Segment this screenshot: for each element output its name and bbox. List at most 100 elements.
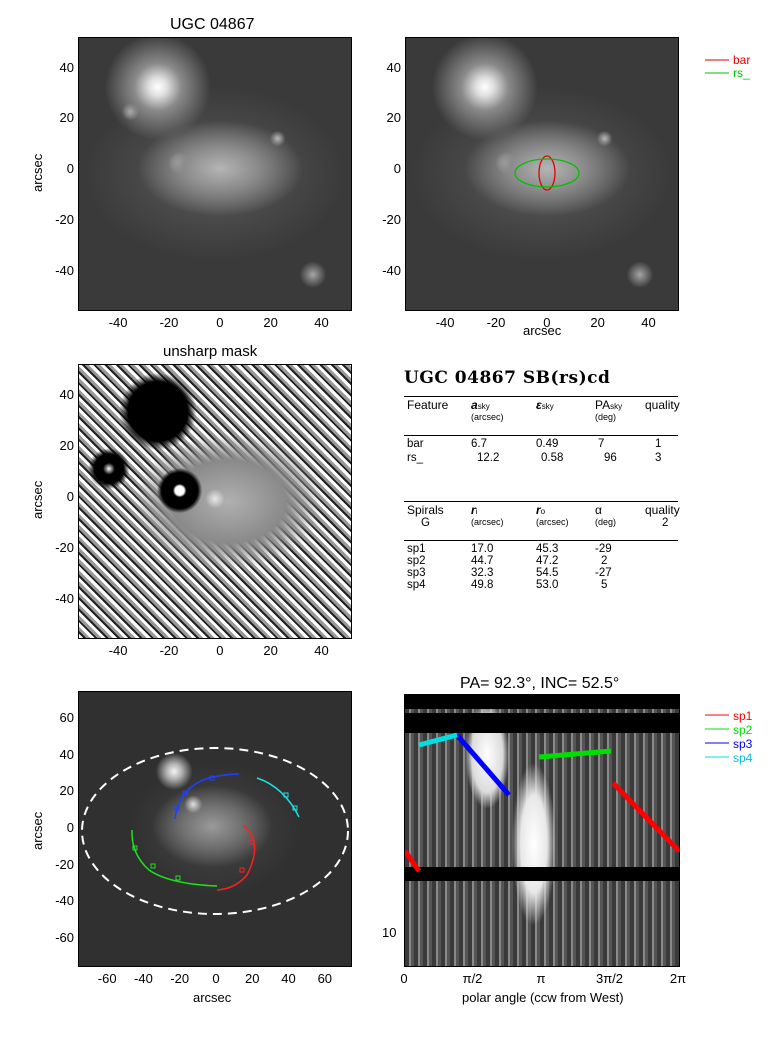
polar-sp4: [418, 732, 458, 748]
x-tick-label: 60: [317, 971, 333, 986]
table-rule-1: [404, 396, 678, 397]
spirals-col-ro: ro (arcsec): [536, 503, 569, 527]
table-rule-3: [404, 501, 678, 502]
panel3-title: unsharp mask: [163, 343, 258, 360]
y-axis-label: arcsec: [30, 480, 45, 519]
unsharp-mask-panel: [78, 364, 352, 639]
x-tick-label: 20: [263, 643, 278, 658]
polar-x-tick-label: π/2: [462, 971, 483, 986]
y-axis-label: arcsec: [30, 811, 45, 850]
spirals-col-ri: ri (arcsec): [471, 503, 504, 527]
features-col-a: asky (arcsec): [471, 398, 504, 422]
y-tick-label: 40: [59, 59, 74, 75]
legend-sp1-label: sp1: [733, 709, 753, 723]
y-tick-label: 40: [386, 59, 401, 75]
polar-y-tick-label: 10: [382, 925, 397, 940]
x-tick-label: 40: [314, 315, 329, 330]
spirals-col-quality: quality: [645, 503, 680, 517]
legend-rs-label: rs_: [733, 66, 750, 80]
spiral-sp3: [174, 773, 240, 820]
x-axis-label: arcsec: [523, 323, 562, 338]
panel1-title: UGC 04867: [170, 16, 255, 33]
x-tick-label: 0: [212, 971, 220, 986]
x-tick-label: 40: [314, 643, 329, 658]
legend-sp3-label: sp3: [733, 737, 753, 751]
y-tick-label: 0: [66, 161, 74, 177]
polar-sp3: [455, 733, 511, 797]
y-tick-label: 40: [59, 746, 74, 762]
spiral-sp4: [256, 777, 300, 818]
panel6-title: PA= 92.3°, INC= 52.5°: [460, 675, 620, 692]
table-rule-4: [404, 540, 678, 541]
table-row: sp3 32.3 54.5 -27: [407, 567, 612, 579]
y-tick-label: 0: [66, 820, 74, 835]
spiral-fit-panel: [78, 691, 352, 967]
spirals-quality-value: 2: [662, 517, 669, 529]
features-col-feature: Feature: [407, 398, 449, 412]
table-row: rs_ 12.2 0.58 96 3: [407, 452, 662, 464]
spiral-rows: sp1 17.0 45.3 -29 sp2 44.7 47.2 2 sp3 32…: [407, 543, 682, 599]
x-tick-label: 20: [590, 315, 605, 330]
table-row: bar 6.7 0.49 7 1: [407, 438, 662, 450]
features-col-quality: quality: [645, 398, 680, 412]
polar-sp2: [538, 748, 612, 760]
y-tick-label: -40: [382, 262, 401, 278]
table-row: sp4 49.8 53.0 5: [407, 579, 608, 591]
x-tick-label: 0: [216, 643, 224, 658]
polar-projection-panel: [404, 694, 680, 967]
y-tick-label: -20: [55, 856, 74, 872]
y-tick-label: 20: [59, 437, 74, 453]
y-tick-label: 20: [59, 783, 74, 799]
features-col-pa-unit: (deg): [595, 412, 617, 422]
x-tick-label: 20: [245, 971, 260, 986]
y-tick-label: -20: [382, 212, 401, 228]
x-tick-label: -40: [108, 315, 128, 330]
features-rows: bar 6.7 0.49 7 1 rs_ 12.2 0.58 96 3: [407, 438, 682, 468]
x-tick-label: -40: [134, 971, 153, 986]
table-rule-2: [404, 435, 678, 436]
table-row: sp1 17.0 45.3 -29: [407, 543, 612, 555]
ellipse-fit-panel: [405, 37, 679, 311]
x-tick-label: 40: [281, 971, 296, 986]
disk-ellipse: [81, 747, 349, 915]
legend-sp4-label: sp4: [733, 751, 753, 765]
x-tick-label: 40: [641, 315, 656, 330]
features-col-a-unit: (arcsec): [471, 412, 504, 422]
polar-x-axis-label: polar angle (ccw from West): [462, 990, 624, 1005]
y-tick-label: -20: [55, 212, 74, 228]
y-tick-label: 0: [66, 488, 74, 504]
polar-x-tick-label: 2π: [669, 971, 687, 986]
y-tick-label: -20: [55, 539, 74, 555]
galaxy-image-panel: [78, 37, 352, 311]
features-col-eps: εsky: [536, 398, 554, 412]
x-tick-label: -60: [97, 971, 117, 986]
spirals-g: G: [421, 517, 430, 529]
y-tick-label: 60: [59, 710, 74, 726]
y-axis-label: arcsec: [30, 153, 45, 192]
x-tick-label: -20: [486, 315, 506, 330]
polar-sp1-a: [405, 849, 422, 873]
y-tick-label: 20: [59, 110, 74, 126]
x-tick-label: -40: [108, 643, 128, 658]
rs-ellipse: [514, 158, 580, 188]
x-tick-label: -20: [159, 643, 179, 658]
legend-sp2-label: sp2: [733, 723, 753, 737]
x-tick-label: -20: [159, 315, 179, 330]
spiral-sp2: [131, 829, 218, 887]
polar-x-tick-label: π: [536, 971, 546, 986]
x-axis-label: arcsec: [193, 990, 232, 1005]
legend-bar-label: bar: [733, 53, 751, 67]
features-col-pa: PAsky (deg): [595, 398, 623, 422]
x-tick-label: -20: [170, 971, 190, 986]
spiral-sp1: [216, 824, 256, 891]
x-tick-label: 0: [543, 315, 551, 330]
y-tick-label: -60: [55, 929, 74, 945]
polar-x-tick-label: 3π/2: [595, 971, 624, 986]
table-heading: UGC 04867 SB(rs)cd: [404, 368, 611, 388]
y-tick-label: -40: [55, 893, 74, 909]
y-tick-label: 0: [393, 161, 401, 177]
polar-sp1-b: [611, 781, 679, 853]
y-tick-label: 40: [59, 386, 74, 402]
polar-x-tick-label: 0: [400, 971, 408, 986]
y-tick-label: -40: [55, 262, 74, 278]
